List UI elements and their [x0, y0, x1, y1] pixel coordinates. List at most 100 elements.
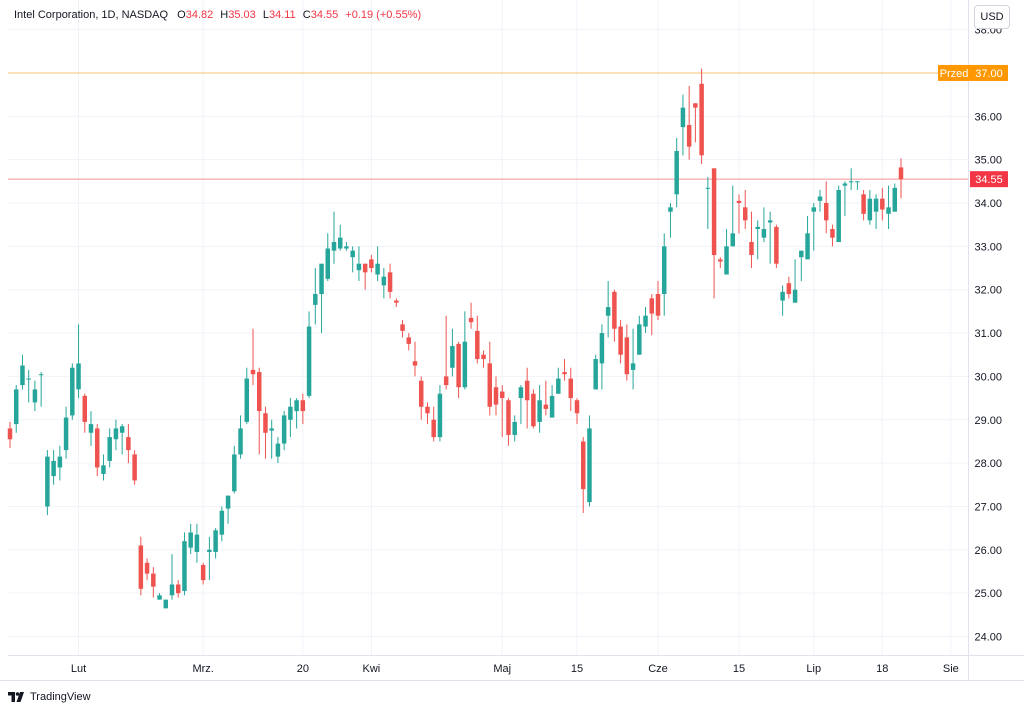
candle[interactable]	[157, 593, 162, 600]
candle[interactable]	[649, 294, 655, 336]
candle[interactable]	[580, 437, 586, 513]
candle[interactable]	[369, 255, 374, 273]
candle[interactable]	[375, 246, 380, 282]
candle[interactable]	[151, 567, 156, 598]
candle[interactable]	[94, 424, 100, 477]
candle[interactable]	[313, 268, 318, 325]
candle[interactable]	[823, 181, 829, 234]
candle[interactable]	[861, 189, 866, 221]
candle[interactable]	[412, 341, 418, 377]
candle[interactable]	[200, 562, 206, 585]
candle[interactable]	[456, 341, 461, 399]
candle[interactable]	[288, 398, 293, 438]
candle[interactable]	[774, 224, 779, 269]
candle[interactable]	[475, 315, 480, 364]
candle[interactable]	[880, 187, 885, 221]
candle[interactable]	[830, 224, 835, 247]
candle[interactable]	[387, 263, 393, 299]
candle[interactable]	[400, 320, 405, 338]
candle[interactable]	[381, 268, 387, 299]
candle[interactable]	[674, 137, 679, 208]
candle[interactable]	[537, 385, 542, 433]
candle[interactable]	[126, 424, 131, 464]
candle[interactable]	[88, 411, 94, 446]
candle[interactable]	[144, 558, 150, 581]
candle[interactable]	[443, 315, 449, 390]
candle[interactable]	[842, 181, 848, 217]
candle[interactable]	[70, 363, 75, 420]
candle[interactable]	[892, 183, 898, 212]
candle[interactable]	[163, 599, 169, 609]
candle[interactable]	[331, 211, 337, 264]
candle[interactable]	[38, 372, 44, 407]
candle[interactable]	[699, 68, 704, 164]
candle[interactable]	[518, 385, 524, 425]
candle[interactable]	[45, 450, 50, 516]
candle[interactable]	[605, 281, 611, 338]
candle[interactable]	[431, 406, 436, 442]
candle[interactable]	[630, 328, 636, 390]
candle[interactable]	[219, 506, 225, 542]
candle[interactable]	[668, 203, 673, 238]
price-axis[interactable]: 24.00 25.00 26.00 27.00 28.00 29.00 30.00 31.00…	[974, 25, 1002, 644]
candle[interactable]	[225, 495, 231, 524]
candle[interactable]	[450, 328, 455, 377]
candle[interactable]	[755, 220, 760, 260]
candle[interactable]	[792, 259, 798, 303]
candle[interactable]	[194, 523, 200, 563]
candle[interactable]	[562, 359, 567, 381]
candle[interactable]	[76, 324, 81, 399]
candle[interactable]	[624, 324, 630, 381]
plot-area[interactable]	[8, 0, 968, 655]
candle[interactable]	[805, 216, 810, 260]
candle[interactable]	[705, 176, 711, 230]
candle[interactable]	[294, 398, 299, 429]
candle[interactable]	[51, 450, 56, 485]
candle[interactable]	[169, 554, 175, 600]
candle[interactable]	[232, 445, 237, 494]
candle[interactable]	[587, 415, 592, 507]
candle[interactable]	[325, 233, 331, 282]
candle[interactable]	[468, 302, 474, 329]
candle[interactable]	[213, 528, 218, 559]
candle[interactable]	[506, 398, 511, 446]
candle[interactable]	[661, 233, 667, 316]
candle[interactable]	[13, 385, 19, 433]
candle[interactable]	[655, 281, 661, 321]
candle[interactable]	[26, 369, 31, 403]
candle[interactable]	[643, 307, 648, 334]
candle[interactable]	[437, 385, 443, 442]
candle[interactable]	[524, 367, 530, 429]
candle[interactable]	[867, 189, 873, 225]
candle[interactable]	[275, 437, 281, 464]
candle[interactable]	[418, 376, 424, 420]
tradingview-logo[interactable]: TradingView	[8, 690, 91, 704]
candle[interactable]	[481, 350, 486, 368]
candle[interactable]	[337, 224, 343, 251]
candle[interactable]	[394, 298, 399, 308]
candle[interactable]	[406, 333, 412, 351]
candle[interactable]	[618, 320, 623, 364]
candle[interactable]	[306, 311, 312, 399]
candle[interactable]	[319, 263, 324, 334]
candle[interactable]	[686, 85, 692, 160]
candle[interactable]	[761, 207, 767, 243]
candle[interactable]	[599, 324, 605, 390]
candle[interactable]	[132, 450, 137, 485]
candle[interactable]	[107, 428, 112, 468]
candle[interactable]	[693, 103, 698, 143]
candle[interactable]	[637, 315, 642, 355]
symbol-title[interactable]: Intel Corporation, 1D, NASDAQ	[14, 9, 169, 21]
candle[interactable]	[32, 380, 38, 412]
candlesticks[interactable]	[7, 68, 904, 609]
candle[interactable]	[811, 203, 817, 251]
candle[interactable]	[175, 580, 181, 598]
candle[interactable]	[188, 523, 193, 555]
candle[interactable]	[244, 367, 250, 425]
candle[interactable]	[362, 263, 368, 290]
candle[interactable]	[780, 285, 785, 316]
candle[interactable]	[425, 402, 430, 425]
candle[interactable]	[848, 168, 854, 190]
candle[interactable]	[63, 406, 69, 459]
